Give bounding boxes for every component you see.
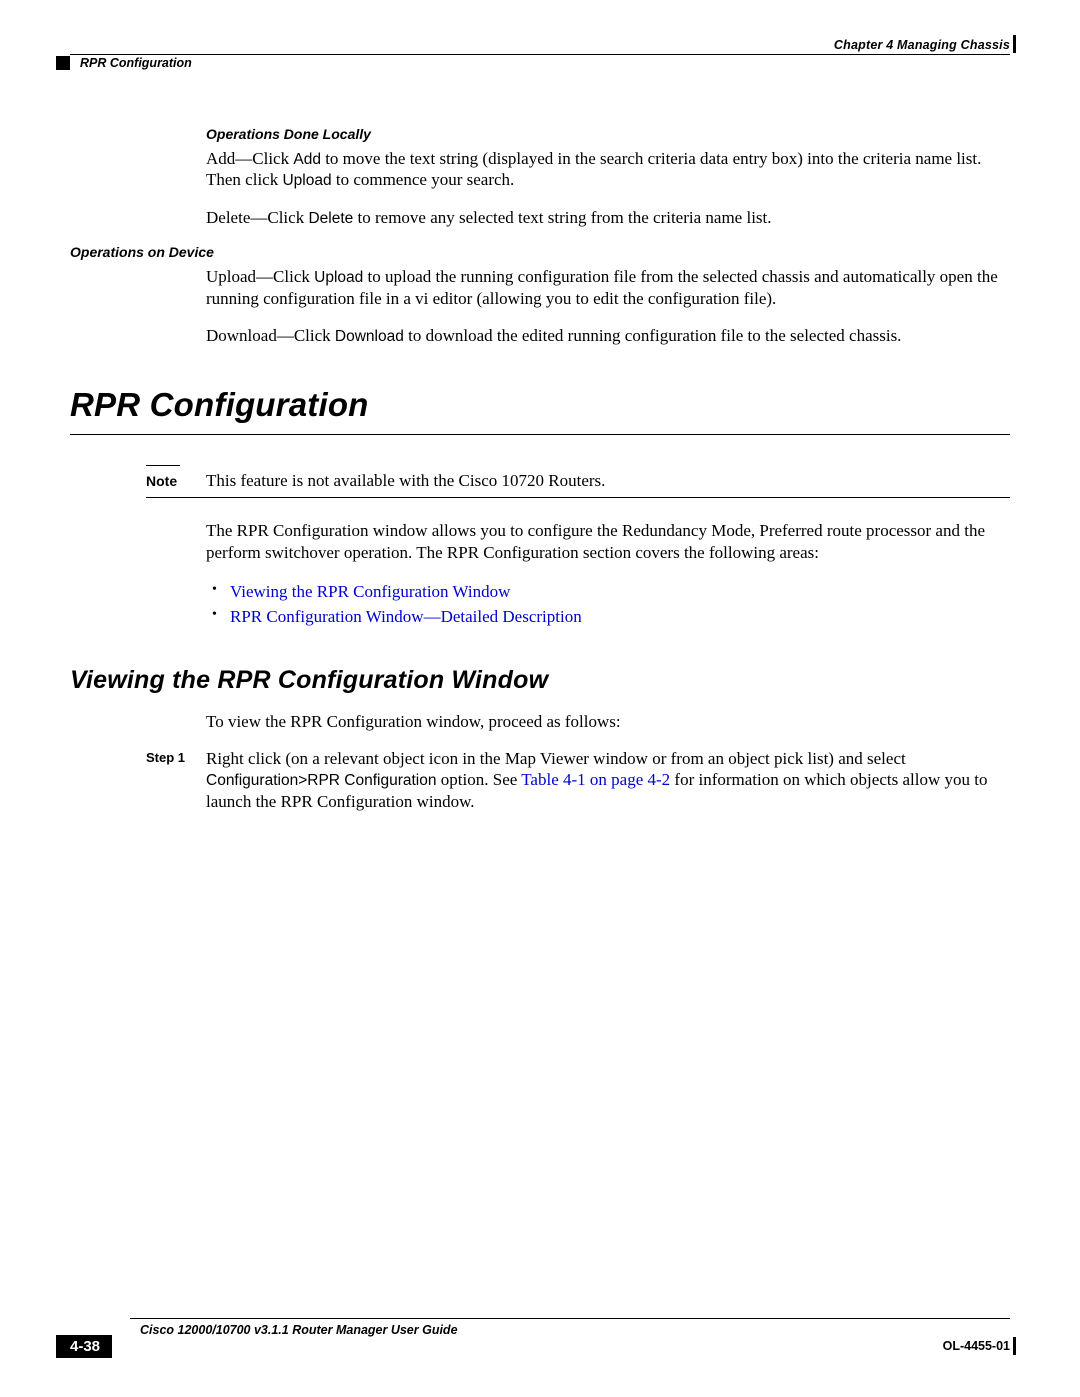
note-block: Note This feature is not available with … — [206, 465, 1010, 498]
download-label: Download — [335, 328, 404, 345]
ops-device-upload: Upload—Click Upload to upload the runnin… — [206, 266, 1010, 309]
ops-device-download: Download—Click Download to download the … — [206, 325, 1010, 346]
header-square-icon — [56, 56, 70, 70]
step-text: Right click (on a relevant object icon i… — [206, 748, 1010, 812]
link-rpr-detailed[interactable]: RPR Configuration Window—Detailed Descri… — [230, 607, 582, 626]
text: Download—Click — [206, 326, 335, 345]
ops-device-heading: Operations on Device — [70, 244, 1010, 260]
page-number: 4-38 — [56, 1335, 112, 1358]
footer-title: Cisco 12000/10700 v3.1.1 Router Manager … — [140, 1323, 458, 1337]
text: to commence your search. — [332, 170, 515, 189]
step-1: Step 1 Right click (on a relevant object… — [206, 748, 1010, 812]
note-label: Note — [146, 473, 206, 489]
h1-rule — [70, 434, 1010, 435]
ops-device-section: Operations on Device Upload—Click Upload… — [70, 244, 1010, 346]
ops-local-add: Add—Click Add to move the text string (d… — [206, 148, 1010, 191]
viewing-intro: To view the RPR Configuration window, pr… — [206, 711, 1010, 732]
text: to remove any selected text string from … — [353, 208, 771, 227]
header-left: RPR Configuration — [56, 56, 192, 70]
note-bottom-rule — [146, 497, 1010, 498]
footer-right-bar — [1013, 1337, 1016, 1355]
page-content: Operations Done Locally Add—Click Add to… — [70, 126, 1010, 812]
list-item: RPR Configuration Window—Detailed Descri… — [230, 604, 1010, 630]
list-item: Viewing the RPR Configuration Window — [230, 579, 1010, 605]
step-label: Step 1 — [146, 750, 185, 765]
text: option. See — [441, 770, 521, 789]
header-rule — [70, 54, 1010, 55]
ops-local-section: Operations Done Locally Add—Click Add to… — [206, 126, 1010, 228]
footer-rule — [130, 1318, 1010, 1319]
note-top-rule — [146, 465, 180, 466]
header-section: RPR Configuration — [80, 56, 192, 70]
text: Delete—Click — [206, 208, 308, 227]
note-text: This feature is not available with the C… — [206, 470, 605, 491]
delete-label: Delete — [308, 210, 353, 227]
rpr-links: Viewing the RPR Configuration Window RPR… — [206, 579, 1010, 630]
viewing-intro-block: To view the RPR Configuration window, pr… — [206, 711, 1010, 732]
viewing-title: Viewing the RPR Configuration Window — [70, 666, 1010, 695]
menu-path: Configuration>RPR Configuration — [206, 772, 441, 789]
ops-local-delete: Delete—Click Delete to remove any select… — [206, 207, 1010, 228]
footer-doc-id: OL-4455-01 — [943, 1339, 1010, 1353]
text: Upload—Click — [206, 267, 314, 286]
text: Add—Click — [206, 149, 293, 168]
upload-label: Upload — [314, 269, 363, 286]
rpr-intro-block: The RPR Configuration window allows you … — [206, 520, 1010, 630]
link-viewing-rpr[interactable]: Viewing the RPR Configuration Window — [230, 582, 510, 601]
page-footer: Cisco 12000/10700 v3.1.1 Router Manager … — [70, 1318, 1010, 1351]
document-page: Chapter 4 Managing Chassis RPR Configura… — [0, 0, 1080, 1397]
rpr-intro: The RPR Configuration window allows you … — [206, 520, 1010, 563]
page-header: Chapter 4 Managing Chassis RPR Configura… — [70, 38, 1010, 66]
link-table-4-1[interactable]: Table 4-1 on page 4-2 — [521, 770, 670, 789]
add-label: Add — [293, 151, 321, 168]
rpr-title: RPR Configuration — [70, 386, 1010, 424]
text: Right click (on a relevant object icon i… — [206, 749, 906, 768]
text: to download the edited running configura… — [404, 326, 902, 345]
header-right-bar — [1013, 35, 1016, 53]
upload-label: Upload — [282, 172, 331, 189]
header-chapter: Chapter 4 Managing Chassis — [834, 38, 1010, 52]
ops-local-heading: Operations Done Locally — [206, 126, 1010, 142]
